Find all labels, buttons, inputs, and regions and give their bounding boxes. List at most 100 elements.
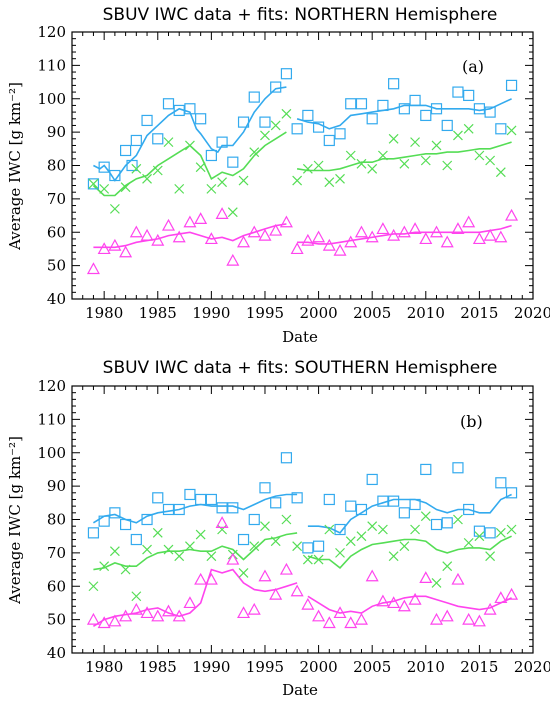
x-point <box>410 137 420 148</box>
square-point <box>377 99 389 112</box>
x-tick-label: 2010 <box>407 658 445 676</box>
x-point <box>99 561 110 572</box>
square-point <box>173 104 185 117</box>
square-point <box>216 502 228 514</box>
triangle-point <box>397 225 411 238</box>
triangle-point <box>86 262 100 275</box>
y-tick-label: 40 <box>47 290 66 308</box>
triangle-point <box>237 235 251 248</box>
x-point <box>335 547 345 558</box>
triangle-point <box>419 571 433 584</box>
x-tick-label: 2005 <box>353 304 391 322</box>
square-point <box>345 500 357 512</box>
triangle-point <box>322 616 336 629</box>
x-tick-label: 2010 <box>407 304 445 322</box>
x-point <box>270 120 281 131</box>
x-point <box>195 529 206 540</box>
triangle-point <box>376 594 390 607</box>
x-point <box>495 167 506 178</box>
square-point <box>152 492 164 504</box>
y-tick-label: 50 <box>47 611 66 629</box>
triangle-point <box>333 243 347 256</box>
y-tick-label: 60 <box>47 223 66 241</box>
triangle-point <box>119 245 133 258</box>
triangle-point <box>301 597 315 610</box>
fit-line <box>297 224 512 245</box>
triangle-point <box>472 614 486 627</box>
square-point <box>259 116 271 128</box>
square-point <box>130 533 142 546</box>
triangle-point <box>269 587 283 600</box>
square-point <box>302 542 314 554</box>
x-axis-label: Date <box>282 681 318 699</box>
x-tick-label: 2000 <box>299 658 337 676</box>
x-point <box>142 173 152 184</box>
y-tick-label: 80 <box>47 511 66 529</box>
triangle-point <box>247 602 261 615</box>
triangle-point <box>119 609 133 622</box>
y-tick-label: 60 <box>47 577 66 595</box>
x-point <box>163 137 174 148</box>
square-point <box>259 482 271 494</box>
triangle-point <box>494 591 508 604</box>
square-point <box>302 109 314 122</box>
x-point <box>281 514 292 525</box>
y-tick-label: 100 <box>37 444 66 462</box>
square-point <box>441 119 453 132</box>
fit-line <box>296 141 512 172</box>
triangle-point <box>290 242 304 255</box>
x-tick-label: 2015 <box>460 658 498 676</box>
triangle-point <box>151 233 165 246</box>
square-point <box>205 493 217 506</box>
triangle-point <box>269 223 283 236</box>
x-point <box>238 567 249 578</box>
x-point <box>313 554 324 565</box>
x-point <box>163 544 174 555</box>
fit-line <box>92 568 298 627</box>
triangle-point <box>279 562 293 575</box>
chart-title: SBUV IWC data + fits: SOUTHERN Hemispher… <box>103 358 498 378</box>
triangle-point <box>215 207 229 219</box>
x-point <box>506 125 517 136</box>
x-point <box>506 524 517 535</box>
square-point <box>398 507 410 519</box>
square-point <box>184 103 196 115</box>
square-point <box>323 493 335 506</box>
x-point <box>109 546 120 557</box>
panel-northern: SBUV IWC data + fits: NORTHERN Hemispher… <box>6 5 550 322</box>
x-point <box>335 173 345 184</box>
x-point <box>260 521 270 532</box>
y-tick-label: 100 <box>37 90 66 108</box>
triangle-point <box>140 606 154 619</box>
square-point <box>420 109 432 122</box>
plot-marks <box>86 68 519 275</box>
square-point <box>388 495 400 507</box>
x-point <box>249 147 260 158</box>
triangle-point <box>451 222 465 235</box>
x-tick-label: 1990 <box>192 304 230 322</box>
x-point <box>420 155 431 166</box>
square-point <box>334 523 346 536</box>
y-tick-label: 70 <box>47 190 66 208</box>
x-point <box>131 163 142 174</box>
x-point <box>324 177 335 188</box>
x-point <box>206 183 217 194</box>
triangle-point <box>108 238 122 251</box>
x-point <box>377 150 388 161</box>
x-point <box>238 175 249 186</box>
x-point <box>217 524 228 535</box>
square-point <box>452 462 464 474</box>
triangle-point <box>483 602 497 615</box>
x-point <box>131 591 142 602</box>
triangle-point <box>129 602 143 615</box>
fit-line <box>93 223 287 249</box>
triangle-point <box>97 242 111 255</box>
x-point <box>474 150 485 161</box>
square-point <box>312 121 325 133</box>
triangle-point <box>97 616 111 629</box>
x-point <box>474 531 485 542</box>
square-point <box>248 91 260 103</box>
triangle-point <box>387 596 401 609</box>
square-point <box>345 98 357 110</box>
